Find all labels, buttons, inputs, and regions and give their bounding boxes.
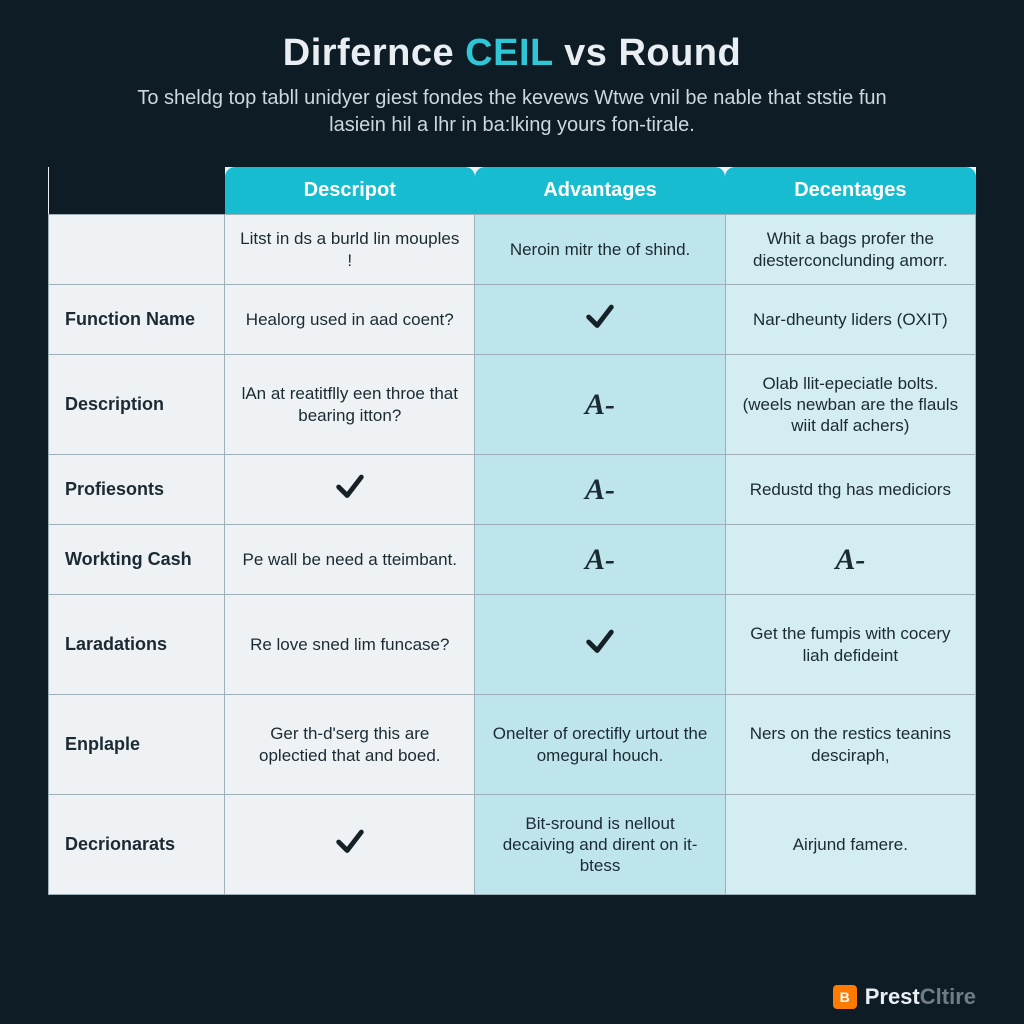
table-row: Profiesonts A- Redustd thg has mediciors [49, 455, 976, 525]
table-row: Function NameHealorg used in aad coent? N… [49, 285, 976, 355]
title-part-d: Round [618, 32, 741, 74]
grade-mark: A- [835, 543, 865, 576]
footer: B PrestCltire [833, 984, 976, 1010]
row-label: Enplaple [49, 695, 225, 795]
table-cell [225, 795, 475, 895]
table-row: DescriptionlAn at reatitflly een throe t… [49, 355, 976, 455]
title-part-b: CEIL [465, 32, 553, 74]
table-cell: Onelter of orectifly urtout the omegural… [475, 695, 725, 795]
table-cell: A- [475, 455, 725, 525]
table-cell [225, 455, 475, 525]
page-subtitle: To sheldg top tabll unidyer giest fondes… [122, 85, 902, 139]
table-body: Litst in ds a burld lin mouples !Neroin … [49, 215, 976, 895]
brand-name-b: Cltire [920, 984, 976, 1009]
table-cell [475, 285, 725, 355]
title-part-c: vs [553, 32, 618, 74]
row-label [49, 215, 225, 285]
table-cell: A- [475, 525, 725, 595]
check-icon [583, 300, 617, 334]
col-header-decentages: Decentages [725, 167, 975, 215]
title-part-a: Dirfernce [283, 32, 465, 74]
table-row: EnplapleGer th-d'serg this are oplectied… [49, 695, 976, 795]
table-cell: Get the fumpis with cocery liah defidein… [725, 595, 975, 695]
row-label: Function Name [49, 285, 225, 355]
brand-logo-letter: B [840, 989, 850, 1005]
table-cell: A- [475, 355, 725, 455]
col-header-description: Descripot [225, 167, 475, 215]
check-icon [333, 825, 367, 859]
table-cell: A- [725, 525, 975, 595]
table-cell: Neroin mitr the of shind. [475, 215, 725, 285]
brand-logo-icon: B [833, 985, 857, 1009]
check-icon [583, 625, 617, 659]
check-icon [333, 470, 367, 504]
table-cell: Olab llit-epeciatle bolts. (weels newban… [725, 355, 975, 455]
grade-mark: A- [585, 473, 615, 506]
table-cell: Re love sned lim funcase? [225, 595, 475, 695]
col-header-advantages: Advantages [475, 167, 725, 215]
brand-name-a: Prest [865, 984, 920, 1009]
row-label: Description [49, 355, 225, 455]
table-cell: Whit a bags profer the diesterconclundin… [725, 215, 975, 285]
row-label: Profiesonts [49, 455, 225, 525]
table-cell: lAn at reatitflly een throe that bearing… [225, 355, 475, 455]
page: Dirfernce CEIL vs Round To sheldg top ta… [0, 0, 1024, 895]
grade-mark: A- [585, 543, 615, 576]
table-cell [475, 595, 725, 695]
table-head: Descripot Advantages Decentages [49, 167, 976, 215]
table-cell: Nar-dheunty liders (OXIT) [725, 285, 975, 355]
table-cell: Pe wall be need a tteimbant. [225, 525, 475, 595]
table-cell: Ger th-d'serg this are oplectied that an… [225, 695, 475, 795]
table-cell: Airjund famere. [725, 795, 975, 895]
row-label: Laradations [49, 595, 225, 695]
table-cell: Litst in ds a burld lin mouples ! [225, 215, 475, 285]
table-row: LaradationsRe love sned lim funcase? Get … [49, 595, 976, 695]
grade-mark: A- [585, 388, 615, 421]
row-label: Workting Cash [49, 525, 225, 595]
table-cell: Bit-sround is nellout decaiving and dire… [475, 795, 725, 895]
table-row: Decrionarats Bit-sround is nellout decaiv… [49, 795, 976, 895]
table-row: Litst in ds a burld lin mouples !Neroin … [49, 215, 976, 285]
table-corner [49, 167, 225, 215]
table-cell: Ners on the restics teanins desciraph, [725, 695, 975, 795]
table-cell: Redustd thg has mediciors [725, 455, 975, 525]
table-row: Workting CashPe wall be need a tteimbant… [49, 525, 976, 595]
table-cell: Healorg used in aad coent? [225, 285, 475, 355]
page-title: Dirfernce CEIL vs Round [48, 32, 976, 75]
brand-name: PrestCltire [865, 984, 976, 1010]
comparison-table-wrap: Descripot Advantages Decentages Litst in… [48, 167, 976, 895]
row-label: Decrionarats [49, 795, 225, 895]
comparison-table: Descripot Advantages Decentages Litst in… [48, 167, 976, 895]
